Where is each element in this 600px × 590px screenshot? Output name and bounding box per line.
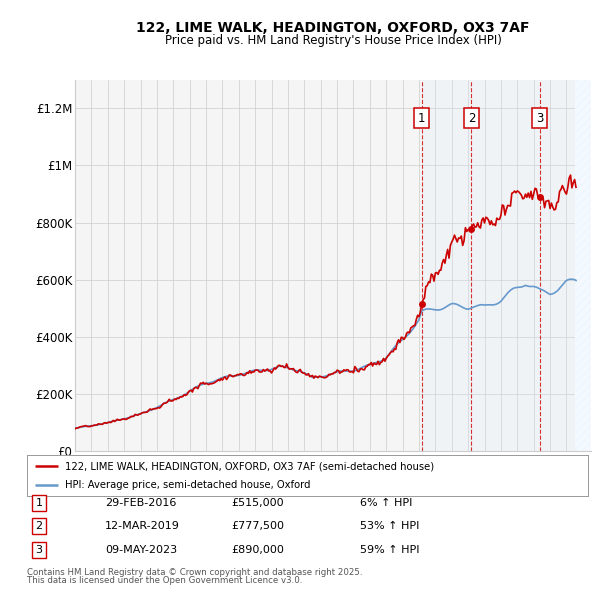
Text: 2: 2 [35, 522, 43, 531]
Text: £777,500: £777,500 [231, 522, 284, 531]
Bar [575, 80, 591, 451]
Text: 3: 3 [536, 112, 544, 124]
Text: Price paid vs. HM Land Registry's House Price Index (HPI): Price paid vs. HM Land Registry's House … [164, 34, 502, 47]
Bar [472, 80, 540, 451]
Bar [540, 80, 575, 451]
Text: 6% ↑ HPI: 6% ↑ HPI [360, 498, 412, 507]
Bar [422, 80, 472, 451]
Text: HPI: Average price, semi-detached house, Oxford: HPI: Average price, semi-detached house,… [65, 480, 311, 490]
Text: 59% ↑ HPI: 59% ↑ HPI [360, 545, 419, 555]
Text: This data is licensed under the Open Government Licence v3.0.: This data is licensed under the Open Gov… [27, 576, 302, 585]
Text: £515,000: £515,000 [231, 498, 284, 507]
Text: 1: 1 [35, 498, 43, 507]
Bar [575, 80, 591, 451]
Text: Contains HM Land Registry data © Crown copyright and database right 2025.: Contains HM Land Registry data © Crown c… [27, 568, 362, 577]
Text: 1: 1 [418, 112, 425, 124]
Text: 122, LIME WALK, HEADINGTON, OXFORD, OX3 7AF: 122, LIME WALK, HEADINGTON, OXFORD, OX3 … [136, 21, 530, 35]
Text: 09-MAY-2023: 09-MAY-2023 [105, 545, 177, 555]
Text: 53% ↑ HPI: 53% ↑ HPI [360, 522, 419, 531]
Text: 29-FEB-2016: 29-FEB-2016 [105, 498, 176, 507]
Text: 12-MAR-2019: 12-MAR-2019 [105, 522, 180, 531]
Text: £890,000: £890,000 [231, 545, 284, 555]
Text: 3: 3 [35, 545, 43, 555]
Text: 2: 2 [467, 112, 475, 124]
Text: 122, LIME WALK, HEADINGTON, OXFORD, OX3 7AF (semi-detached house): 122, LIME WALK, HEADINGTON, OXFORD, OX3 … [65, 461, 434, 471]
